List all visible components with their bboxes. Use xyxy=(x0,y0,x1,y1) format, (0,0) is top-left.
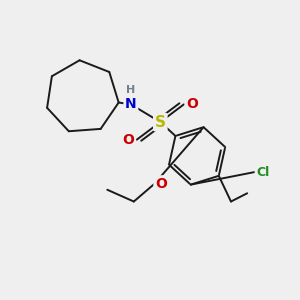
Text: S: S xyxy=(155,115,166,130)
Text: O: O xyxy=(186,98,198,111)
Text: N: N xyxy=(125,98,137,111)
Text: H: H xyxy=(126,85,136,94)
Text: O: O xyxy=(123,133,134,147)
Text: O: O xyxy=(155,177,167,191)
Text: Cl: Cl xyxy=(256,166,269,178)
